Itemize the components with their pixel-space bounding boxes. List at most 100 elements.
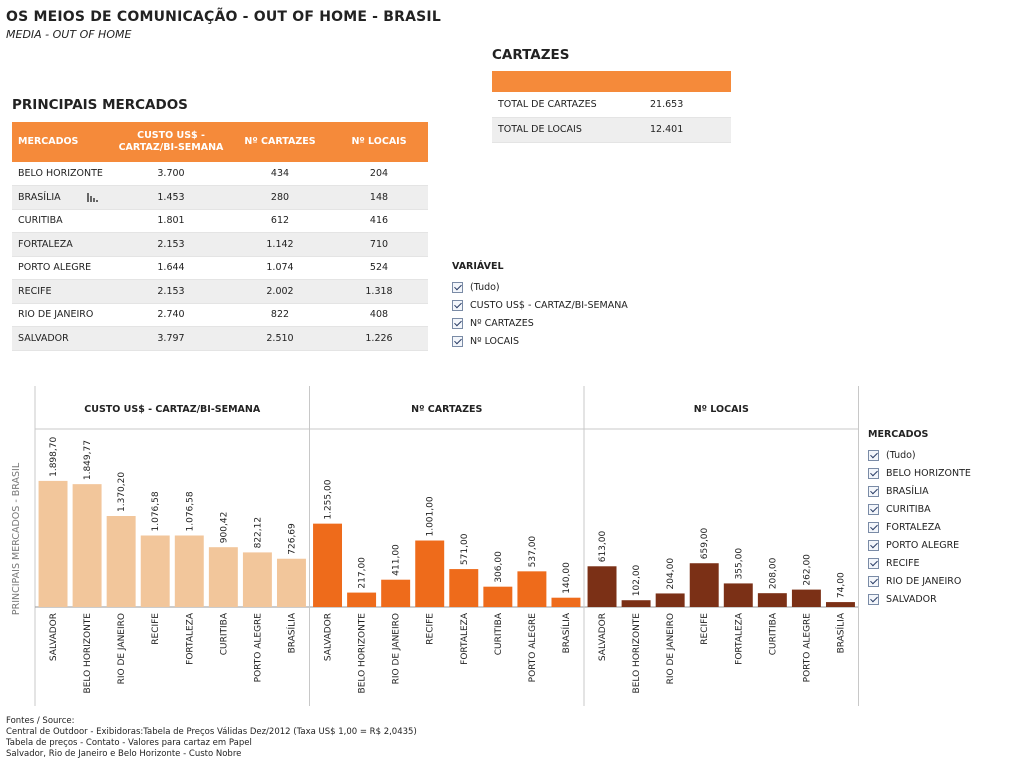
checkbox-checked-icon[interactable]: [452, 299, 463, 311]
cartazes-header-bar: [492, 71, 731, 92]
mercados-filter-option[interactable]: CURITIBA: [868, 500, 971, 518]
table-cell: BRASÍLIA: [12, 185, 112, 210]
mercados-filter-option[interactable]: PORTO ALEGRE: [868, 536, 971, 554]
column-header-custo[interactable]: CUSTO US$ - CARTAZ/BI-SEMANA: [112, 122, 230, 162]
data-label: 1.370,20: [117, 472, 127, 512]
table-cell: 1.226: [330, 326, 428, 351]
table-cell: 1.453: [112, 185, 230, 210]
data-label: 102,00: [632, 564, 642, 596]
data-label: 613,00: [598, 531, 608, 563]
checkbox-checked-icon[interactable]: [868, 485, 879, 497]
bar: [689, 563, 719, 607]
category-tick-label: FORTALEZA: [460, 612, 470, 665]
checkbox-checked-icon[interactable]: [868, 503, 879, 515]
variavel-filter-option[interactable]: CUSTO US$ - CARTAZ/BI-SEMANA: [452, 296, 628, 314]
table-cell: 822: [230, 303, 330, 327]
cell-text: 524: [369, 262, 389, 274]
table-row: RIO DE JANEIRO 2.740 822 408: [12, 303, 428, 327]
category-tick-label: RIO DE JANEIRO: [392, 613, 402, 684]
mercados-filter-option-label: PORTO ALEGRE: [886, 539, 960, 551]
cartazes-value: 12.401: [650, 117, 731, 143]
mercados-filter-option[interactable]: RECIFE: [868, 554, 971, 572]
table-cell: 280: [230, 185, 330, 210]
data-label: 1.255,00: [324, 479, 334, 519]
data-label: 571,00: [460, 533, 470, 565]
cell-text: 416: [369, 215, 389, 227]
footer-line: Fontes / Source:: [6, 716, 75, 726]
data-label: 411,00: [392, 544, 402, 576]
mercados-filter-option-label: RECIFE: [886, 557, 920, 569]
cartazes-label: TOTAL DE CARTAZES: [492, 92, 650, 118]
table-cell: BELO HORIZONTE: [12, 162, 112, 186]
mercados-filter-option[interactable]: BELO HORIZONTE: [868, 464, 971, 482]
cell-text: 822: [270, 309, 290, 321]
checkbox-checked-icon[interactable]: [868, 575, 879, 587]
panel-title: Nº CARTAZES: [411, 404, 482, 415]
category-tick-label: BRASÍLIA: [834, 612, 846, 653]
table-cell: FORTALEZA: [12, 232, 112, 257]
cartazes-label: TOTAL DE LOCAIS: [492, 117, 650, 143]
data-label: 900,42: [219, 512, 229, 543]
checkbox-checked-icon[interactable]: [452, 317, 463, 329]
checkbox-checked-icon[interactable]: [868, 521, 879, 533]
table-cell: 3.700: [112, 162, 230, 186]
cartazes-value: 21.653: [650, 92, 731, 118]
checkbox-checked-icon[interactable]: [868, 449, 879, 461]
markets-table: MERCADOS CUSTO US$ - CARTAZ/BI-SEMANA Nº…: [12, 122, 428, 351]
data-label: 204,00: [666, 558, 676, 590]
mercados-filter-option[interactable]: BRASÍLIA: [868, 482, 971, 500]
cell-text: 1.801: [157, 215, 185, 227]
bar: [38, 480, 68, 607]
checkbox-checked-icon[interactable]: [452, 335, 463, 347]
mercados-filter: MERCADOS (Tudo) BELO HORIZONTE BRASÍLIA CUR…: [868, 429, 971, 608]
checkbox-checked-icon[interactable]: [452, 281, 463, 293]
data-label: 208,00: [768, 557, 778, 589]
category-tick-label: BELO HORIZONTE: [83, 613, 93, 694]
cell-text: 3.700: [157, 168, 185, 179]
checkbox-checked-icon[interactable]: [868, 467, 879, 479]
bar: [313, 523, 343, 607]
cell-text: 1.644: [157, 262, 185, 274]
cell-text: CURITIBA: [18, 215, 63, 227]
cell-text: 2.002: [266, 285, 294, 297]
cell-text: RIO DE JANEIRO: [18, 309, 94, 321]
bar: [757, 593, 787, 607]
variavel-filter-option[interactable]: (Tudo): [452, 278, 628, 296]
mercados-filter-option[interactable]: FORTALEZA: [868, 518, 971, 536]
bar: [276, 558, 306, 607]
table-cell: PORTO ALEGRE: [12, 256, 112, 280]
table-cell: 2.002: [230, 279, 330, 304]
category-tick-label: PORTO ALEGRE: [802, 613, 812, 683]
cell-text: 204: [369, 168, 389, 179]
cartazes-title: CARTAZES: [492, 47, 570, 63]
table-cell: 2.740: [112, 303, 230, 327]
bar: [723, 583, 753, 607]
y-axis-label: PRINCIPAIS MERCADOS - BRASIL: [11, 462, 22, 615]
mercados-filter-option[interactable]: SALVADOR: [868, 590, 971, 608]
mini-bar-chart-icon[interactable]: [86, 192, 99, 202]
checkbox-checked-icon[interactable]: [868, 557, 879, 569]
variavel-filter-option[interactable]: Nº CARTAZES: [452, 314, 628, 332]
cell-text: 148: [369, 191, 389, 203]
footer-line: Salvador, Rio de Janeiro e Belo Horizont…: [6, 749, 242, 759]
variavel-filter-option-label: Nº CARTAZES: [470, 317, 534, 329]
column-header-cartazes[interactable]: Nº CARTAZES: [230, 122, 330, 162]
category-tick-label: RECIFE: [700, 613, 710, 645]
bar: [347, 592, 377, 607]
column-header-mercados[interactable]: MERCADOS: [12, 122, 112, 162]
cell-text: 612: [270, 215, 290, 227]
data-label: 822,12: [253, 517, 263, 549]
variavel-filter-option[interactable]: Nº LOCAIS: [452, 332, 628, 350]
checkbox-checked-icon[interactable]: [868, 539, 879, 551]
column-header-locais[interactable]: Nº LOCAIS: [330, 122, 428, 162]
category-tick-label: RIO DE JANEIRO: [117, 613, 127, 684]
mercados-filter-option[interactable]: (Tudo): [868, 446, 971, 464]
cell-text: PORTO ALEGRE: [18, 262, 92, 274]
mercados-filter-option[interactable]: RIO DE JANEIRO: [868, 572, 971, 590]
bar: [551, 597, 581, 607]
table-cell: RECIFE: [12, 279, 112, 304]
data-label: 74,00: [836, 572, 846, 598]
data-label: 262,00: [802, 554, 812, 586]
cell-text: 434: [270, 168, 290, 179]
checkbox-checked-icon[interactable]: [868, 593, 879, 605]
